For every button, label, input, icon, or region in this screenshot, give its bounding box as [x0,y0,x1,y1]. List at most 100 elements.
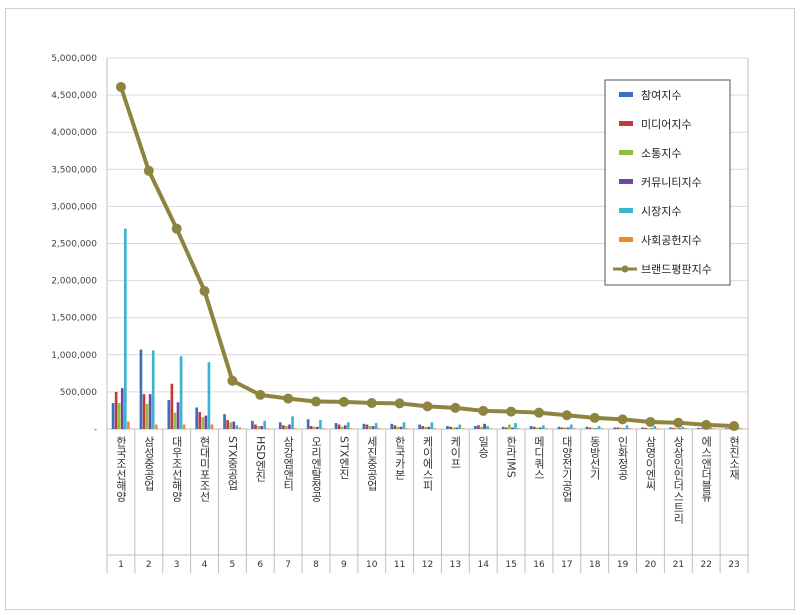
bar-참여지수 [669,427,672,429]
x-category-number: 8 [313,560,319,570]
bar-소통지수 [591,427,595,429]
y-tick-label: 500,000 [60,388,97,398]
bar-참여지수 [390,423,394,429]
x-category-label: HSD엔진 [254,436,267,482]
bar-시장지수 [263,420,267,429]
line-point [450,402,461,413]
x-category-label: 메디쿼스 [532,436,545,480]
bar-사회공헌지수 [405,428,409,429]
bar-시장지수 [542,425,545,429]
legend-label: 커뮤니티지수 [641,176,702,189]
line-point [478,405,489,416]
bar-사회공헌지수 [740,428,743,429]
bar-소통지수 [396,426,400,429]
legend-swatch [619,121,633,126]
line-point [673,417,684,428]
bar-사회공헌지수 [628,428,632,429]
bar-미디어지수 [588,427,592,429]
bar-미디어지수 [560,427,564,429]
legend-label: 미디어지수 [641,118,692,131]
x-category-label: 세진중공업 [365,436,378,491]
x-category-number: 19 [617,560,629,570]
legend-swatch [619,237,633,242]
x-category-number: 18 [589,560,601,570]
bar-미디어지수 [337,424,341,429]
x-category-label: 인화정공 [616,436,629,480]
bar-미디어지수 [421,426,425,429]
x-category-number: 21 [673,560,684,570]
line-point [199,285,210,296]
bar-커뮤니티지수 [427,426,431,429]
bar-미디어지수 [532,426,536,429]
y-tick-label: 4,500,000 [51,91,97,101]
bar-사회공헌지수 [489,428,493,429]
bar-참여지수 [501,426,505,429]
x-category-label: 케이프 [449,436,462,469]
bar-소통지수 [201,417,205,429]
line-point [115,81,126,92]
bar-참여지수 [139,349,143,429]
bar-시장지수 [597,426,601,429]
bar-사회공헌지수 [377,428,381,429]
line-point [366,398,377,409]
bar-커뮤니티지수 [371,426,375,429]
bar-사회공헌지수 [433,428,437,429]
x-category-number: 16 [533,560,545,570]
bar-사회공헌지수 [712,428,715,429]
line-point [533,407,544,418]
line-point [255,389,266,400]
bar-미디어지수 [226,420,229,429]
bar-커뮤니티지수 [511,427,514,429]
bar-커뮤니티지수 [399,426,403,429]
x-category-number: 12 [422,560,433,570]
bar-시장지수 [430,422,434,429]
bar-사회공헌지수 [572,428,576,429]
x-category-number: 17 [561,560,572,570]
bar-소통지수 [424,426,428,429]
legend-swatch [619,92,633,97]
bar-사회공헌지수 [210,424,214,429]
bar-참여지수 [641,427,644,429]
x-category-label: 대우조선해양 [170,436,183,502]
bar-참여지수 [557,426,561,429]
bar-사회공헌지수 [600,428,604,429]
x-category-number: 10 [366,560,378,570]
bar-커뮤니티지수 [316,426,319,429]
bar-커뮤니티지수 [148,394,152,429]
legend-label: 사회공헌지수 [641,234,702,247]
legend-swatch [619,150,633,155]
x-category-label: STX중공업 [226,436,239,490]
x-category-number: 2 [146,560,152,570]
x-category-label: 삼강엠앤티 [282,436,295,491]
line-point [645,416,656,427]
line-point [617,414,628,425]
legend-marker [621,265,629,273]
bar-참여지수 [223,414,226,429]
bar-미디어지수 [309,426,313,429]
bar-시장지수 [235,425,239,429]
legend-label: 브랜드평판지수 [641,263,712,276]
line-point [561,410,572,421]
x-category-label: 오리엔탈정공 [310,436,323,502]
bar-시장지수 [681,426,685,429]
bar-미디어지수 [114,391,118,429]
bar-사회공헌지수 [154,424,158,429]
bar-시장지수 [569,424,573,429]
line-point [394,398,405,409]
legend-swatch [619,179,633,184]
bar-미디어지수 [282,425,285,429]
line-point [729,421,740,432]
bar-참여지수 [585,426,589,429]
bar-시장지수 [402,422,406,429]
bar-소통지수 [285,426,288,429]
legend-label: 시장지수 [641,205,681,218]
x-category-label: 한국카본 [393,436,406,480]
x-category-number: 11 [394,560,405,570]
x-category-number: 3 [174,560,180,570]
y-tick-label: 3,000,000 [51,202,97,212]
bar-사회공헌지수 [182,424,186,429]
bar-커뮤니티지수 [678,428,681,429]
bar-미디어지수 [644,427,647,429]
x-category-label: 대양전기공업 [560,436,573,502]
line-point [227,375,238,386]
